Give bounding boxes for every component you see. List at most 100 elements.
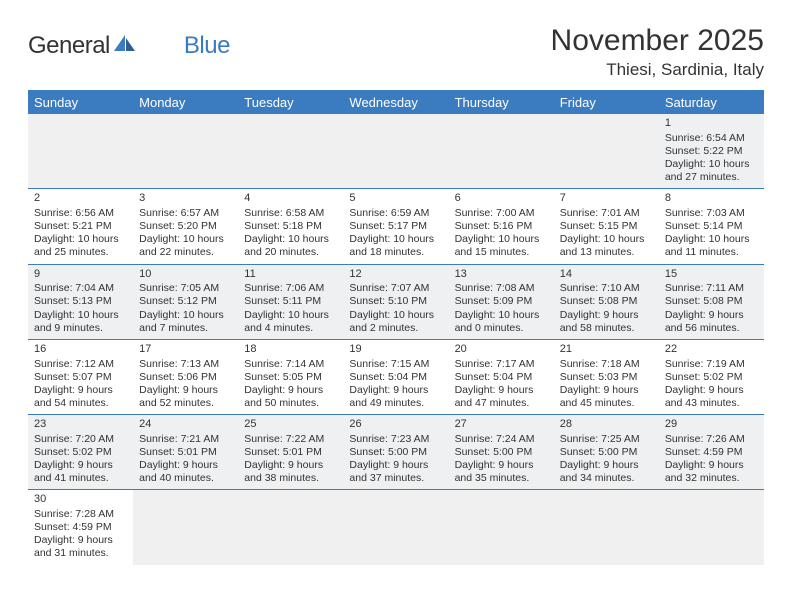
sunrise-line: Sunrise: 7:00 AM — [455, 207, 548, 220]
calendar-cell: 15Sunrise: 7:11 AMSunset: 5:08 PMDayligh… — [659, 265, 764, 339]
daylight-line: Daylight: 9 hours and 40 minutes. — [139, 459, 232, 485]
daylight-line: Daylight: 10 hours and 4 minutes. — [244, 309, 337, 335]
calendar-cell: 24Sunrise: 7:21 AMSunset: 5:01 PMDayligh… — [133, 415, 238, 489]
sunset-line: Sunset: 5:09 PM — [455, 295, 548, 308]
sunset-line: Sunset: 5:15 PM — [560, 220, 653, 233]
sunset-line: Sunset: 5:08 PM — [560, 295, 653, 308]
day-number: 11 — [244, 268, 337, 282]
sunset-line: Sunset: 5:02 PM — [665, 371, 758, 384]
day-number: 3 — [139, 192, 232, 206]
daylight-line: Daylight: 9 hours and 34 minutes. — [560, 459, 653, 485]
daylight-line: Daylight: 10 hours and 20 minutes. — [244, 233, 337, 259]
day-number: 4 — [244, 192, 337, 206]
calendar-cell-empty — [343, 490, 448, 564]
calendar-cell-empty — [659, 490, 764, 564]
calendar-cell: 9Sunrise: 7:04 AMSunset: 5:13 PMDaylight… — [28, 265, 133, 339]
sunrise-line: Sunrise: 7:12 AM — [34, 358, 127, 371]
calendar-cell-empty — [449, 114, 554, 188]
daylight-line: Daylight: 10 hours and 0 minutes. — [455, 309, 548, 335]
calendar-cell: 7Sunrise: 7:01 AMSunset: 5:15 PMDaylight… — [554, 189, 659, 263]
calendar-cell: 17Sunrise: 7:13 AMSunset: 5:06 PMDayligh… — [133, 340, 238, 414]
location: Thiesi, Sardinia, Italy — [551, 60, 764, 80]
calendar-cell-empty — [238, 114, 343, 188]
daylight-line: Daylight: 9 hours and 32 minutes. — [665, 459, 758, 485]
sunrise-line: Sunrise: 6:56 AM — [34, 207, 127, 220]
sunset-line: Sunset: 5:14 PM — [665, 220, 758, 233]
daylight-line: Daylight: 9 hours and 35 minutes. — [455, 459, 548, 485]
calendar-cell: 3Sunrise: 6:57 AMSunset: 5:20 PMDaylight… — [133, 189, 238, 263]
dow-header: Thursday — [449, 91, 554, 114]
daylight-line: Daylight: 9 hours and 56 minutes. — [665, 309, 758, 335]
dow-header: Sunday — [28, 91, 133, 114]
calendar-cell: 20Sunrise: 7:17 AMSunset: 5:04 PMDayligh… — [449, 340, 554, 414]
sail-icon — [114, 35, 136, 58]
day-number: 23 — [34, 418, 127, 432]
calendar-cell: 8Sunrise: 7:03 AMSunset: 5:14 PMDaylight… — [659, 189, 764, 263]
calendar-cell: 21Sunrise: 7:18 AMSunset: 5:03 PMDayligh… — [554, 340, 659, 414]
daylight-line: Daylight: 9 hours and 37 minutes. — [349, 459, 442, 485]
dow-header: Saturday — [659, 91, 764, 114]
calendar-cell-empty — [554, 114, 659, 188]
sunrise-line: Sunrise: 7:25 AM — [560, 433, 653, 446]
sunrise-line: Sunrise: 7:19 AM — [665, 358, 758, 371]
sunrise-line: Sunrise: 6:58 AM — [244, 207, 337, 220]
day-number: 16 — [34, 343, 127, 357]
sunset-line: Sunset: 5:00 PM — [560, 446, 653, 459]
daylight-line: Daylight: 9 hours and 47 minutes. — [455, 384, 548, 410]
calendar-cell-empty — [343, 114, 448, 188]
month-title: November 2025 — [551, 24, 764, 58]
sunset-line: Sunset: 5:04 PM — [455, 371, 548, 384]
sunrise-line: Sunrise: 6:59 AM — [349, 207, 442, 220]
sunset-line: Sunset: 5:17 PM — [349, 220, 442, 233]
sunset-line: Sunset: 5:11 PM — [244, 295, 337, 308]
sunset-line: Sunset: 5:02 PM — [34, 446, 127, 459]
sunrise-line: Sunrise: 7:24 AM — [455, 433, 548, 446]
calendar-cell: 28Sunrise: 7:25 AMSunset: 5:00 PMDayligh… — [554, 415, 659, 489]
sunrise-line: Sunrise: 7:11 AM — [665, 282, 758, 295]
day-number: 22 — [665, 343, 758, 357]
sunrise-line: Sunrise: 6:54 AM — [665, 132, 758, 145]
day-number: 7 — [560, 192, 653, 206]
sunrise-line: Sunrise: 7:03 AM — [665, 207, 758, 220]
day-number: 2 — [34, 192, 127, 206]
sunset-line: Sunset: 5:01 PM — [244, 446, 337, 459]
daylight-line: Daylight: 10 hours and 2 minutes. — [349, 309, 442, 335]
sunset-line: Sunset: 5:10 PM — [349, 295, 442, 308]
sunset-line: Sunset: 5:01 PM — [139, 446, 232, 459]
sunset-line: Sunset: 5:03 PM — [560, 371, 653, 384]
daylight-line: Daylight: 9 hours and 41 minutes. — [34, 459, 127, 485]
sunrise-line: Sunrise: 7:23 AM — [349, 433, 442, 446]
sunset-line: Sunset: 5:06 PM — [139, 371, 232, 384]
title-block: November 2025 Thiesi, Sardinia, Italy — [551, 24, 764, 80]
day-number: 13 — [455, 268, 548, 282]
calendar-cell: 4Sunrise: 6:58 AMSunset: 5:18 PMDaylight… — [238, 189, 343, 263]
sunrise-line: Sunrise: 7:10 AM — [560, 282, 653, 295]
calendar-cell: 18Sunrise: 7:14 AMSunset: 5:05 PMDayligh… — [238, 340, 343, 414]
calendar-cell: 12Sunrise: 7:07 AMSunset: 5:10 PMDayligh… — [343, 265, 448, 339]
day-number: 9 — [34, 268, 127, 282]
sunset-line: Sunset: 5:13 PM — [34, 295, 127, 308]
day-number: 24 — [139, 418, 232, 432]
daylight-line: Daylight: 9 hours and 58 minutes. — [560, 309, 653, 335]
sunset-line: Sunset: 5:16 PM — [455, 220, 548, 233]
sunrise-line: Sunrise: 7:28 AM — [34, 508, 127, 521]
daylight-line: Daylight: 10 hours and 7 minutes. — [139, 309, 232, 335]
sunset-line: Sunset: 5:18 PM — [244, 220, 337, 233]
day-number: 19 — [349, 343, 442, 357]
sunrise-line: Sunrise: 7:05 AM — [139, 282, 232, 295]
calendar-cell: 13Sunrise: 7:08 AMSunset: 5:09 PMDayligh… — [449, 265, 554, 339]
dow-header: Friday — [554, 91, 659, 114]
sunset-line: Sunset: 5:00 PM — [349, 446, 442, 459]
sunrise-line: Sunrise: 7:20 AM — [34, 433, 127, 446]
daylight-line: Daylight: 10 hours and 9 minutes. — [34, 309, 127, 335]
sunrise-line: Sunrise: 7:22 AM — [244, 433, 337, 446]
sunrise-line: Sunrise: 6:57 AM — [139, 207, 232, 220]
sunrise-line: Sunrise: 7:07 AM — [349, 282, 442, 295]
calendar-page: General Blue November 2025 Thiesi, Sardi… — [0, 0, 792, 612]
calendar-cell: 22Sunrise: 7:19 AMSunset: 5:02 PMDayligh… — [659, 340, 764, 414]
sunrise-line: Sunrise: 7:13 AM — [139, 358, 232, 371]
daylight-line: Daylight: 9 hours and 50 minutes. — [244, 384, 337, 410]
calendar-cell: 5Sunrise: 6:59 AMSunset: 5:17 PMDaylight… — [343, 189, 448, 263]
daylight-line: Daylight: 9 hours and 52 minutes. — [139, 384, 232, 410]
daylight-line: Daylight: 10 hours and 25 minutes. — [34, 233, 127, 259]
